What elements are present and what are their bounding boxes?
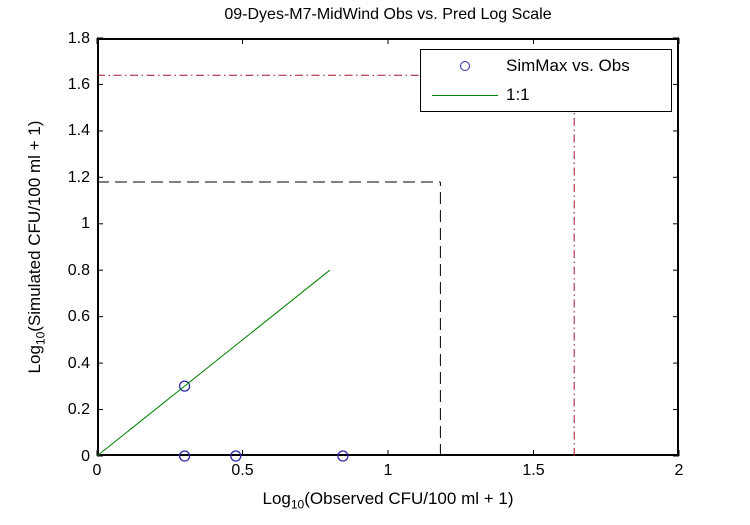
plot-canvas xyxy=(96,37,680,462)
x-tick-label: 1.5 xyxy=(522,462,545,479)
series-scatter-simmax xyxy=(178,380,349,462)
data-point xyxy=(178,450,191,462)
x-tick-label: 0 xyxy=(92,462,102,479)
y-tick-label: 0.4 xyxy=(67,354,90,372)
legend-entry-label: 1:1 xyxy=(506,85,530,104)
legend-line-marker-icon xyxy=(432,95,498,96)
legend: SimMax vs. Obs 1:1 xyxy=(420,49,672,112)
y-tick-label: 1 xyxy=(81,215,90,233)
tick-marks xyxy=(96,37,680,457)
y-tick-label: 1.6 xyxy=(67,75,90,93)
y-tick-label: 1.8 xyxy=(67,29,90,47)
x-tick-label: 2 xyxy=(674,462,684,479)
legend-entry-one-to-one: 1:1 xyxy=(421,85,671,107)
legend-entry-label: SimMax vs. Obs xyxy=(506,56,630,75)
plot-title: 09-Dyes-M7-MidWind Obs vs. Pred Log Scal… xyxy=(97,6,679,24)
x-tick-label: 1 xyxy=(383,462,393,479)
data-point xyxy=(178,380,191,392)
legend-entry-simmax: SimMax vs. Obs xyxy=(421,56,671,78)
series-line-1to1 xyxy=(96,269,331,457)
plot-area: SimMax vs. Obs 1:1 xyxy=(96,37,680,462)
y-tick-label: 0.6 xyxy=(67,308,90,326)
y-tick-label: 1.2 xyxy=(67,168,90,186)
data-point xyxy=(230,450,242,462)
y-tick-label: 1.4 xyxy=(67,122,90,140)
y-tick-label: 0.2 xyxy=(67,401,90,419)
plot-title-text: 09-Dyes-M7-MidWind Obs vs. Pred Log Scal… xyxy=(224,6,552,23)
y-tick-label: 0.8 xyxy=(67,261,90,279)
data-point xyxy=(337,450,349,462)
legend-circle-marker-icon xyxy=(460,61,470,71)
y-tick-label: 0 xyxy=(81,447,90,465)
x-axis-label: Log10(Observed CFU/100 ml + 1) xyxy=(262,489,514,512)
x-tick-label: 0.5 xyxy=(231,462,254,479)
